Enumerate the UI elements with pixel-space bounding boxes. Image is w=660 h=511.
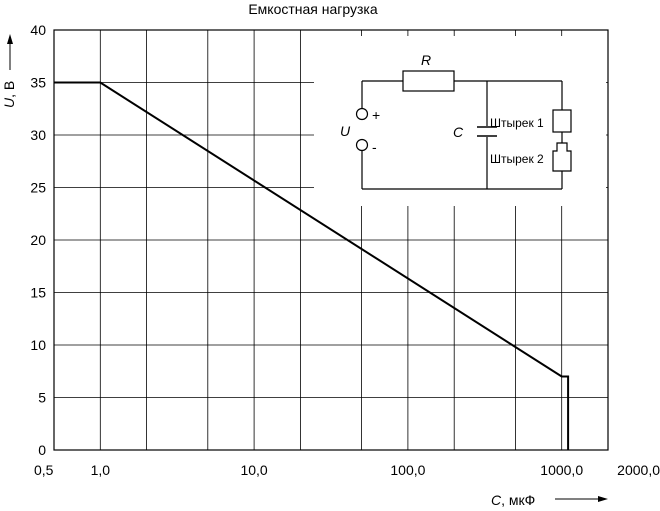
terminal-minus [355, 138, 369, 152]
svg-text:U, В: U, В [1, 81, 17, 108]
pin-2-symbol [552, 142, 572, 172]
y-tick-label: 0 [38, 442, 46, 458]
x-axis-symbol: C [491, 492, 502, 508]
pin-1-label: Штырек 1 [490, 116, 544, 130]
y-tick-label: 35 [30, 75, 46, 91]
pin-1-symbol [552, 109, 572, 133]
series-layer [54, 81, 570, 450]
x-axis-arrow [555, 496, 608, 502]
terminal-plus [355, 107, 369, 121]
plus-label: + [372, 107, 380, 123]
capacitor-label: C [453, 124, 464, 140]
y-tick-label: 10 [30, 337, 46, 353]
chart-title: Емкостная нагрузка [248, 1, 378, 17]
y-tick-label: 25 [30, 180, 46, 196]
capacitor-symbol [477, 126, 497, 137]
x-axis-unit: , мкФ [501, 492, 535, 508]
resistor-symbol [402, 70, 455, 92]
plot-frame [53, 29, 609, 451]
series-line-0 [54, 81, 570, 450]
y-tick-label: 5 [38, 390, 46, 406]
x-axis-label: C, мкФ [491, 492, 535, 508]
minus-label: - [372, 139, 377, 155]
x-tick-labels: 0,5 1,0 10,0 100,0 1000,0 2000,0 [34, 462, 660, 478]
x-tick-label: 1000,0 [540, 462, 583, 478]
x-tick-label: 100,0 [390, 462, 425, 478]
circuit-inset: R U + - C Штырек 1 Штырек 2 [314, 36, 606, 206]
pin-2-label: Штырек 2 [490, 152, 544, 166]
y-tick-label: 20 [30, 232, 46, 248]
x-tick-label: 0,5 [34, 462, 54, 478]
x-tick-label: 1,0 [91, 462, 111, 478]
y-axis-label: U, В [1, 81, 17, 108]
x-tick-label: 10,0 [240, 462, 267, 478]
voltage-label: U [340, 123, 351, 139]
y-axis-symbol: U [1, 97, 17, 108]
y-tick-labels: 0 5 10 15 20 25 30 35 40 [30, 22, 46, 458]
resistor-label: R [421, 52, 431, 68]
x-tick-label: 2000,0 [617, 462, 660, 478]
y-tick-label: 15 [30, 285, 46, 301]
y-tick-label: 40 [30, 22, 46, 38]
y-axis-unit: , В [1, 81, 17, 98]
y-tick-label: 30 [30, 127, 46, 143]
y-axis-arrow [7, 34, 13, 70]
